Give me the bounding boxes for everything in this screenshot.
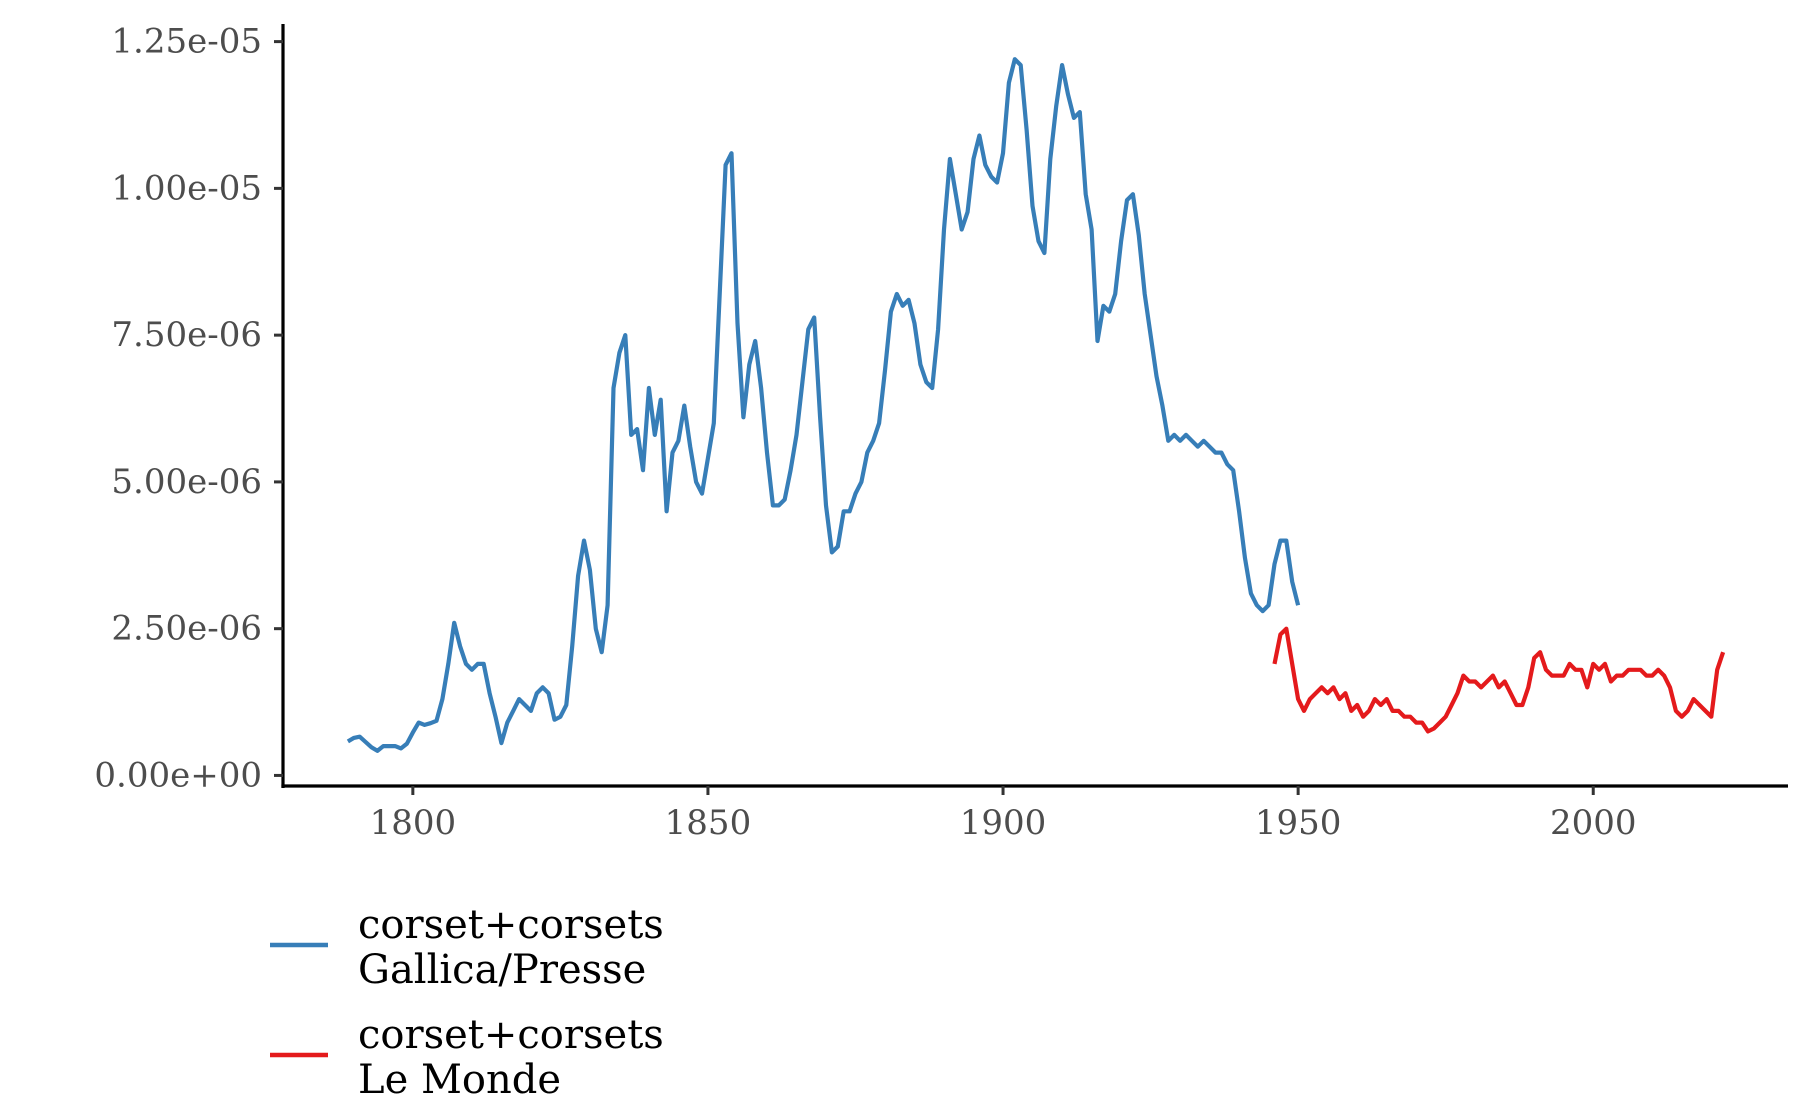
- x-tick-label: 2000: [1550, 803, 1637, 843]
- x-tick-label: 1950: [1255, 803, 1342, 843]
- x-axis-ticks: 1800 1850 1900 1950 2000: [370, 786, 1637, 843]
- y-tick-label: 1.25e-05: [111, 22, 262, 62]
- y-tick-label: 1.00e-05: [111, 168, 262, 208]
- y-axis-ticks: 0.00e+00 2.50e-06 5.00e-06 7.50e-06 1.00e-05…: [94, 22, 283, 795]
- plot-lines: [346, 57, 1726, 753]
- series-line-0: [346, 57, 1301, 753]
- legend-label-1: corset+corsets Le Monde: [358, 1012, 664, 1103]
- y-tick-label: 7.50e-06: [111, 315, 262, 355]
- y-tick-label: 2.50e-06: [111, 609, 262, 649]
- y-tick-label: 0.00e+00: [94, 755, 262, 795]
- legend: corset+corsets Gallica/Presse corset+corse…: [270, 902, 664, 1103]
- series-line-1: [1272, 626, 1726, 734]
- x-tick-label: 1800: [370, 803, 457, 843]
- x-tick-label: 1850: [665, 803, 752, 843]
- y-tick-label: 5.00e-06: [111, 462, 262, 502]
- x-tick-label: 1900: [960, 803, 1047, 843]
- legend-label-0: corset+corsets Gallica/Presse: [358, 902, 664, 993]
